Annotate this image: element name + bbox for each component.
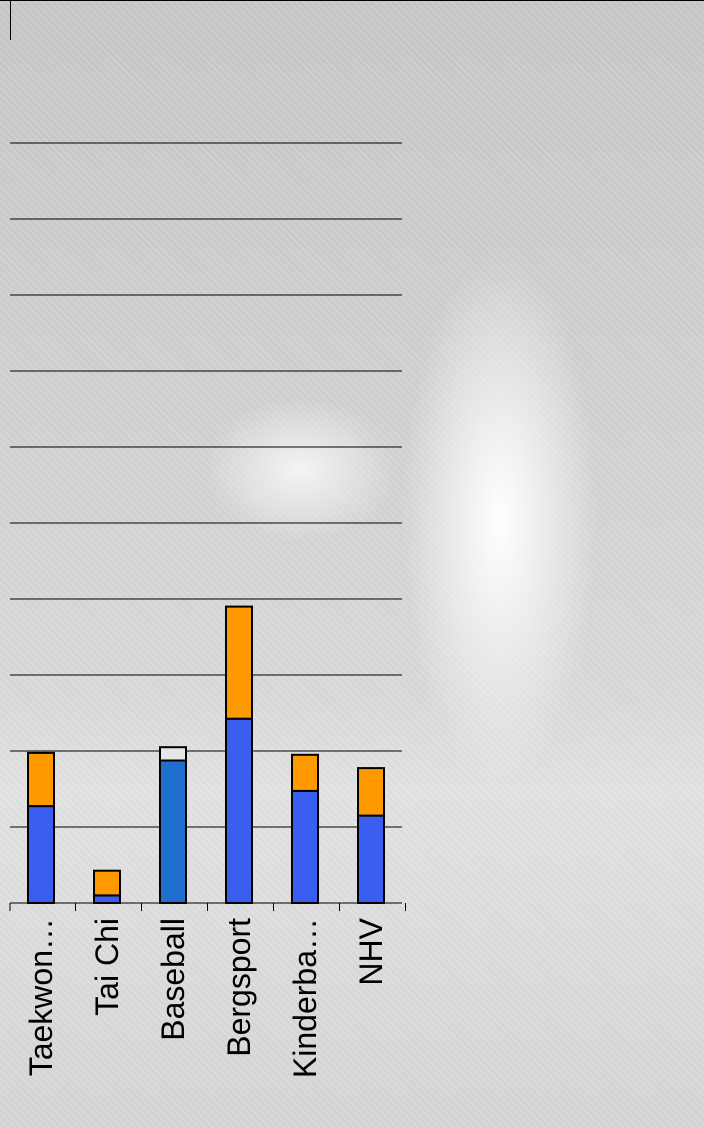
x-tick-label: Bergsport [221,918,257,1057]
bar-segment-2-1 [93,869,121,897]
bar-segment-0-4 [291,789,319,905]
x-tick-label: Kinderba… [287,918,323,1078]
bar-segment-1-2 [159,759,187,904]
gridlines [0,0,704,828]
bar-segment-0-3 [225,717,253,905]
bar-segment-2-5 [357,767,385,817]
x-tick-label: NHV [353,917,389,985]
x-tick-label: Taekwon… [23,918,59,1076]
x-tick-label: Baseball [155,918,191,1041]
bar-segment-2-0 [27,751,55,808]
bar-segment-3-2 [159,746,187,762]
bar-segment-2-4 [291,753,319,792]
bars [27,605,385,905]
bar-segment-0-1 [93,894,121,905]
x-tick-label: Tai Chi [89,918,125,1016]
bar-segment-0-0 [27,805,55,904]
bar-segment-0-5 [357,814,385,904]
bar-segment-2-3 [225,605,253,720]
x-axis: Taekwon… Tai Chi Baseball Bergsport Kinderba… [9,902,406,1078]
